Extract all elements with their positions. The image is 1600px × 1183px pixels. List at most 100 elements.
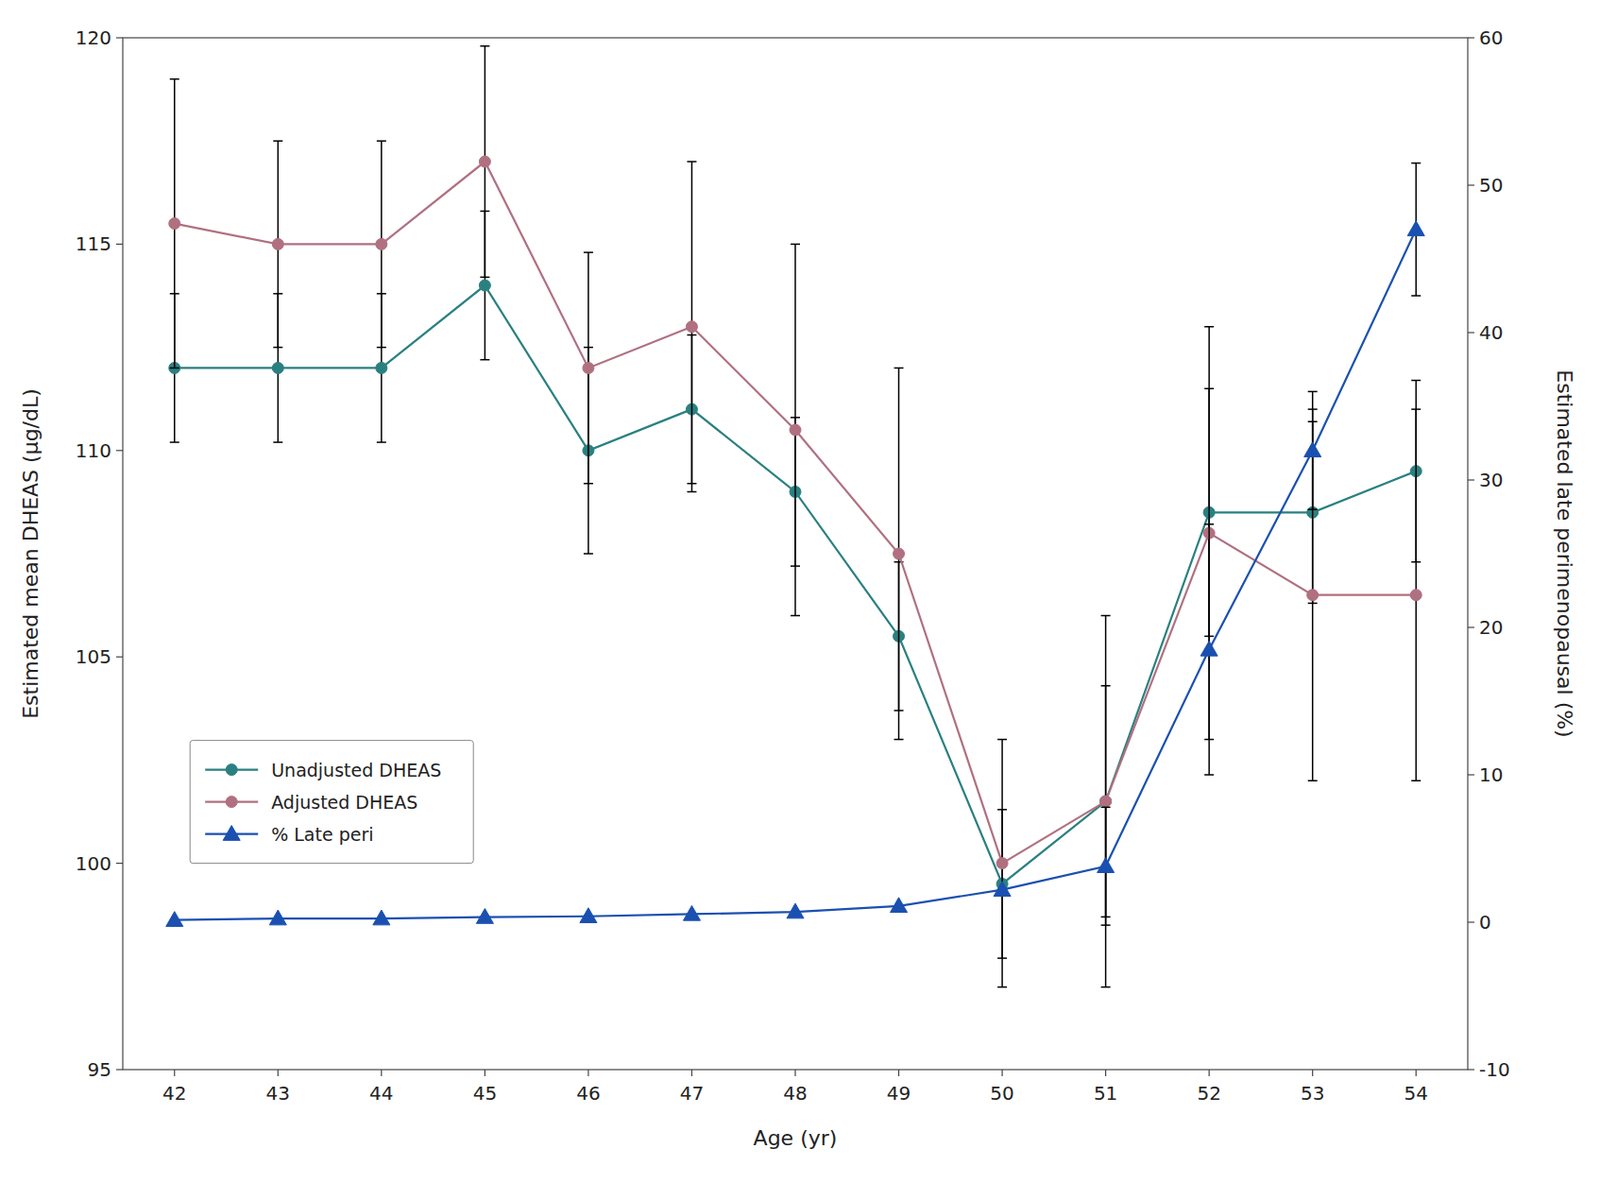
point [375, 361, 388, 374]
y2-tick [1467, 331, 1475, 333]
legend-marker [225, 796, 238, 808]
y2-tick-label: 30 [1479, 468, 1503, 492]
y2-tick [1467, 1068, 1475, 1070]
point [476, 908, 494, 924]
y2-tick [1467, 626, 1475, 628]
point [272, 238, 284, 250]
y2-tick-label: 60 [1479, 26, 1503, 50]
x-tick [277, 1069, 279, 1076]
legend-label: Unadjusted DHEAS [271, 759, 442, 781]
y2-tick [1467, 773, 1475, 775]
x-tick-label: 51 [1093, 1081, 1118, 1105]
x-tick [1105, 1069, 1107, 1076]
point [375, 238, 388, 250]
x-tick-label: 48 [782, 1081, 807, 1105]
point [1200, 640, 1218, 656]
y-tick-label: 100 [75, 851, 112, 875]
error-bar [686, 161, 697, 492]
legend-item: Unadjusted DHEAS [204, 759, 442, 781]
x-tick-label: 44 [369, 1081, 393, 1105]
x-tick-label: 43 [266, 1081, 290, 1105]
y2-tick-label: 0 [1479, 910, 1492, 934]
y-tick [116, 449, 123, 451]
point [996, 857, 1008, 869]
point [579, 907, 597, 923]
error-bar [170, 79, 180, 369]
x-tick-label: 49 [886, 1081, 911, 1105]
point [478, 279, 491, 291]
background [0, 0, 1600, 1183]
x-axis-label: Age (yr) [753, 1125, 838, 1150]
point [890, 897, 908, 913]
x-tick-label: 52 [1196, 1081, 1221, 1105]
y2-tick [1467, 36, 1475, 38]
error-bar [790, 243, 800, 615]
y2-tick [1467, 478, 1475, 480]
x-tick-label: 54 [1404, 1081, 1429, 1105]
y-tick-label: 120 [75, 26, 112, 50]
y-tick-label: 105 [75, 645, 112, 668]
x-tick [1311, 1069, 1313, 1076]
point [893, 547, 905, 560]
point [166, 911, 184, 927]
point [1410, 589, 1422, 601]
point [1100, 795, 1112, 807]
legend-item: % Late peri [204, 823, 374, 845]
error-bar [376, 140, 387, 347]
legend-marker [222, 825, 240, 841]
series [166, 163, 1425, 927]
point [789, 424, 801, 436]
y2-tick-label: -10 [1479, 1057, 1511, 1081]
legend: Unadjusted DHEAS Adjusted DHEAS % Late per… [189, 740, 474, 864]
x-tick-label: 53 [1300, 1081, 1325, 1105]
x-tick [898, 1069, 900, 1076]
x-tick [173, 1069, 175, 1076]
error-bar [997, 739, 1007, 988]
x-tick-label: 46 [576, 1081, 600, 1105]
x-tick [1208, 1069, 1210, 1076]
x-tick [1001, 1069, 1003, 1076]
point [373, 909, 391, 925]
y-tick-label: 95 [87, 1057, 112, 1081]
point [682, 904, 700, 920]
error-bar [1411, 408, 1421, 781]
y-tick [116, 862, 123, 864]
x-tick [380, 1069, 382, 1076]
point [1307, 589, 1319, 601]
point [1304, 442, 1322, 458]
y-tick [116, 36, 123, 38]
y2-axis-label: Estimated late perimenopausal (%) [1552, 369, 1577, 737]
y2-tick-label: 50 [1479, 173, 1503, 197]
y-tick-label: 110 [75, 439, 112, 462]
legend-item: Adjusted DHEAS [204, 791, 418, 813]
y2-tick-label: 40 [1479, 321, 1503, 344]
point [1097, 857, 1115, 873]
point [1407, 221, 1425, 237]
x-tick [1415, 1069, 1417, 1076]
series [169, 210, 1422, 958]
y-axis-label: Estimated mean DHEAS (μg/dL) [18, 388, 43, 719]
legend-label: % Late peri [271, 823, 374, 845]
plot-area [166, 46, 1425, 988]
x-tick-label: 50 [989, 1081, 1014, 1105]
error-bar [272, 140, 283, 347]
error-bar [894, 367, 904, 739]
y-tick [116, 1068, 123, 1070]
y2-tick [1467, 920, 1475, 922]
legend-marker [225, 764, 238, 776]
legend-label: Adjusted DHEAS [271, 791, 418, 813]
x-tick [691, 1069, 693, 1076]
point [786, 902, 804, 919]
y-tick [116, 656, 123, 658]
x-tick [484, 1069, 486, 1076]
chart: 4243444546474849505152535495100105110115… [0, 0, 1600, 1183]
legend-frame [189, 740, 474, 864]
plot-frame [122, 37, 1468, 1070]
point [272, 361, 284, 374]
series-line [174, 229, 1416, 920]
y-tick [116, 243, 123, 245]
x-tick-label: 42 [162, 1081, 187, 1105]
point [993, 881, 1011, 897]
x-tick [794, 1069, 796, 1076]
y2-tick-label: 20 [1479, 615, 1503, 639]
